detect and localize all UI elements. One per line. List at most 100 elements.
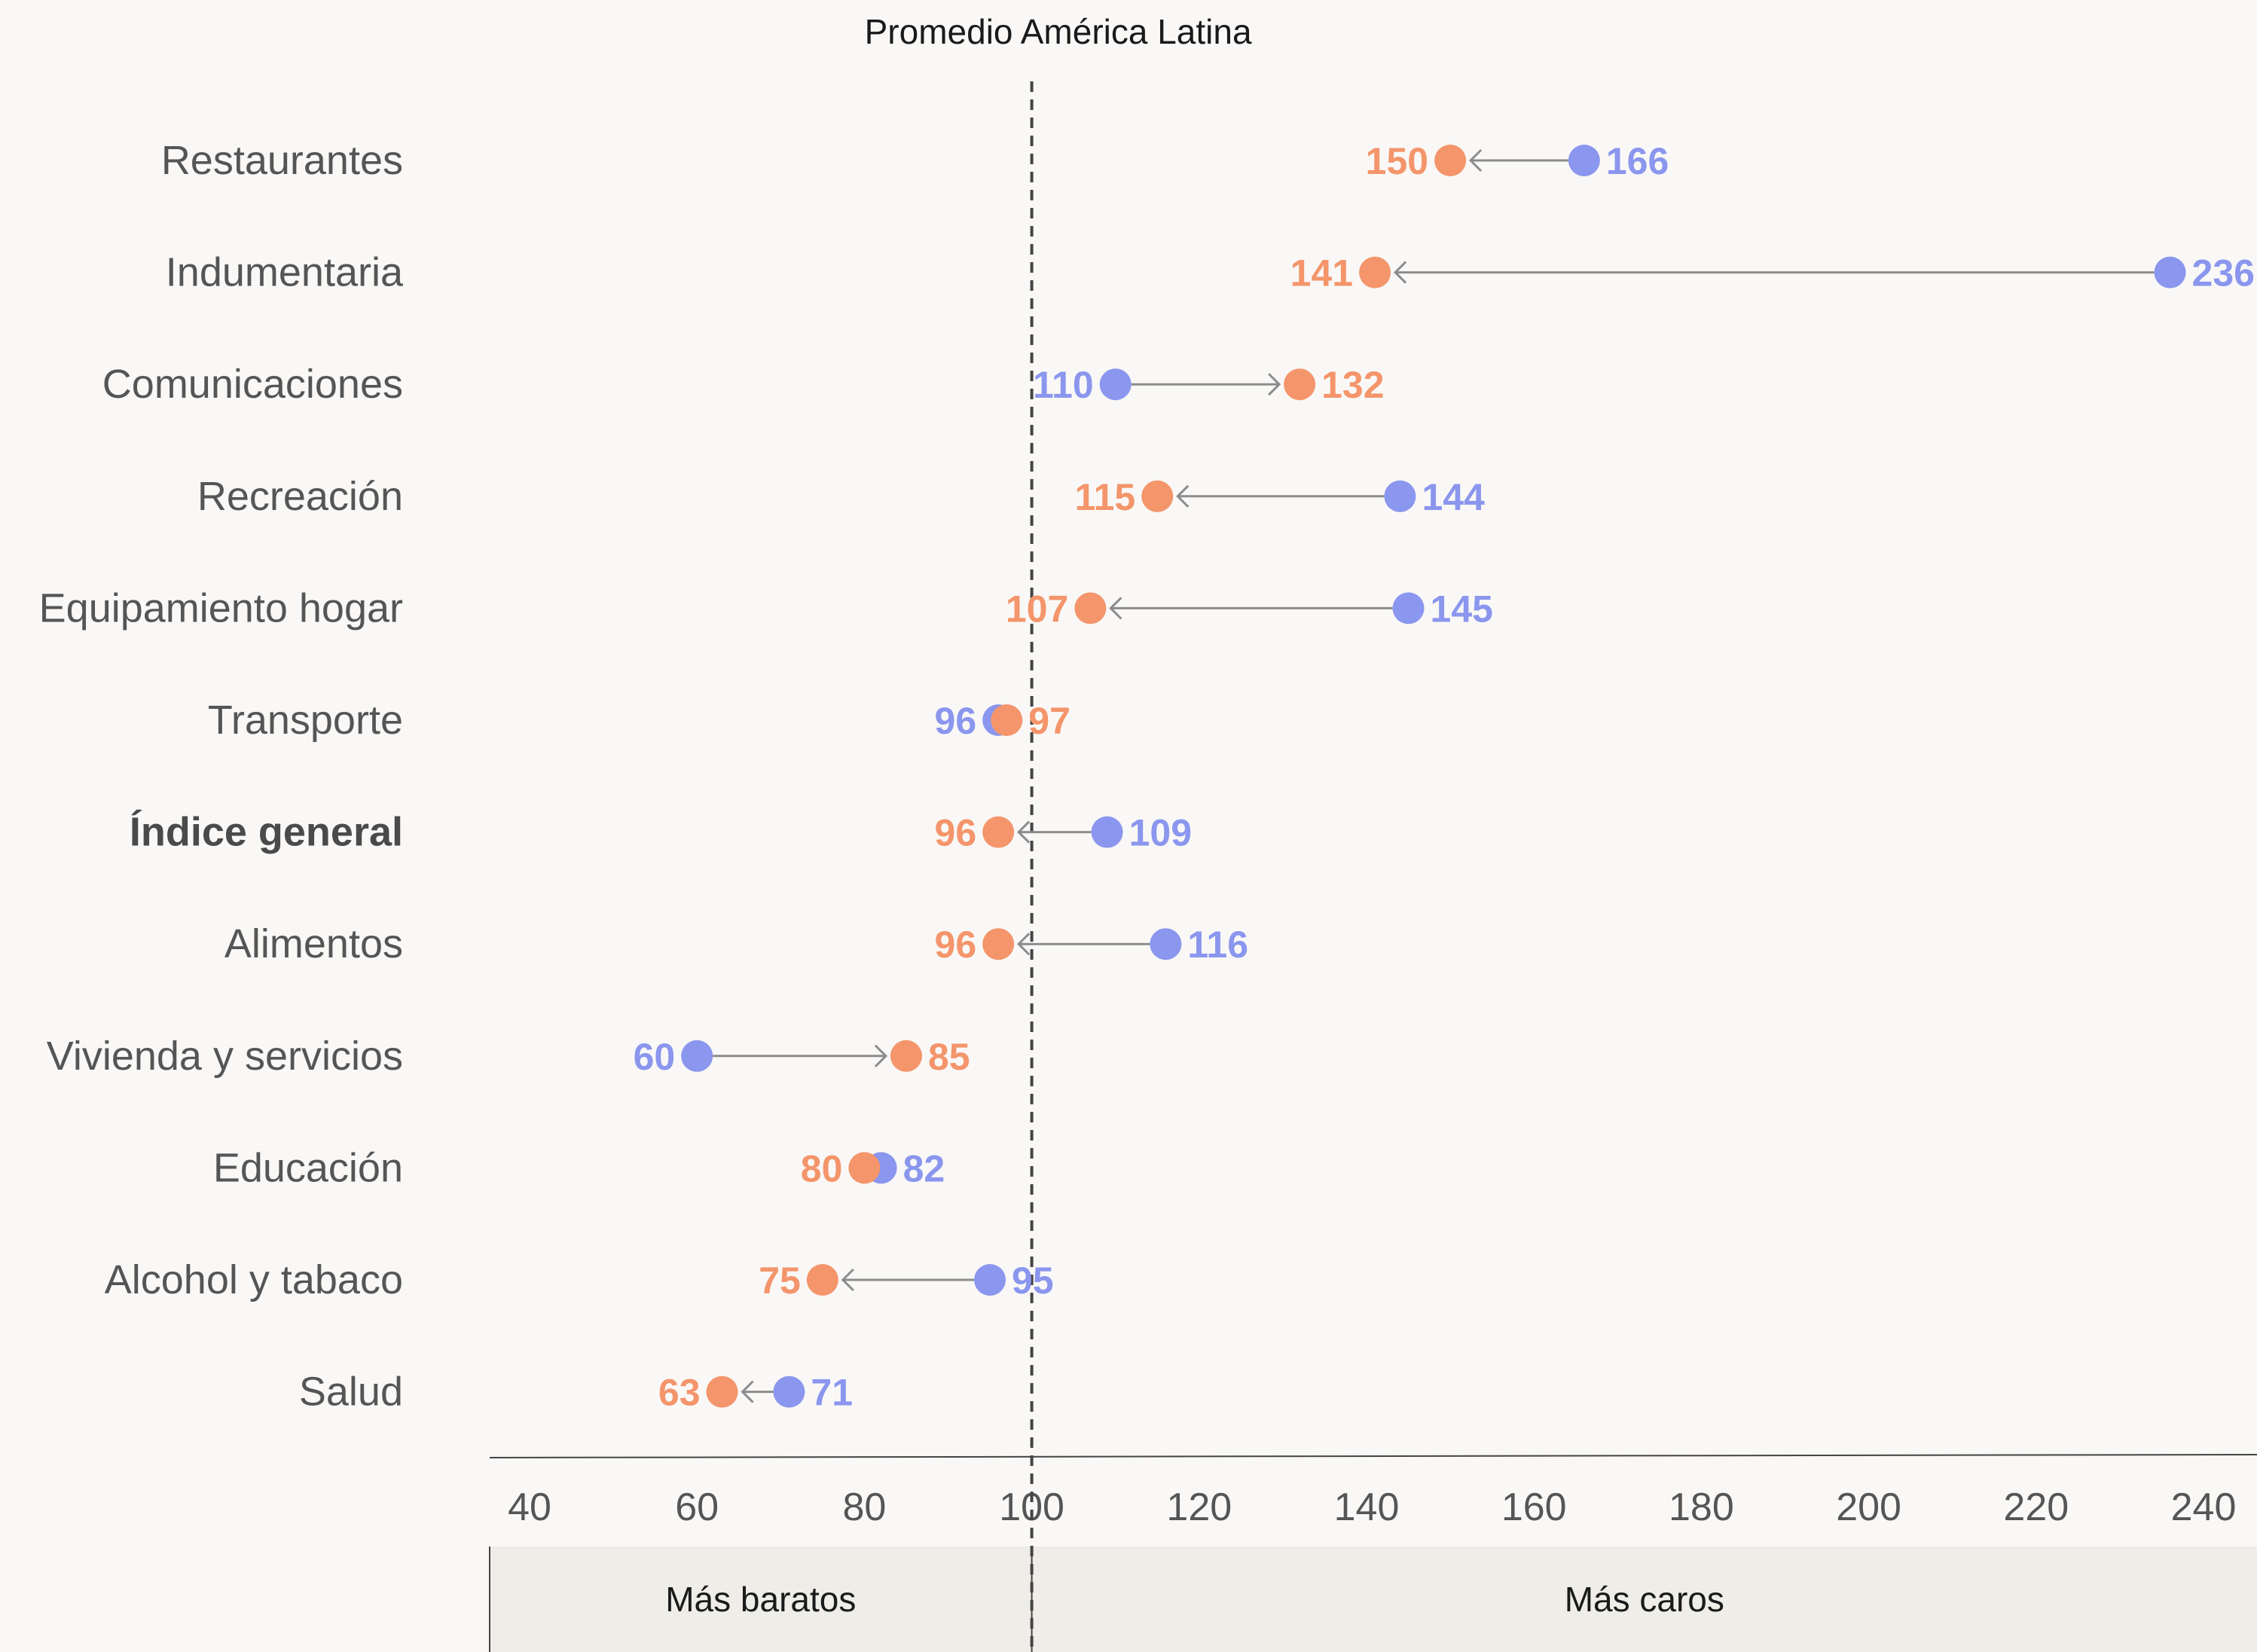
start-dot <box>681 1040 713 1072</box>
category-label: Restaurantes <box>161 138 403 183</box>
end-value-label: 96 <box>935 812 977 854</box>
arrow-head <box>841 1268 854 1292</box>
arrow-head <box>1393 261 1407 284</box>
x-tick-label: 120 <box>1166 1486 1232 1529</box>
end-dot <box>991 704 1023 736</box>
end-dot <box>1284 368 1316 401</box>
end-dot <box>982 816 1015 848</box>
arrow-head <box>741 1380 754 1403</box>
end-dot <box>890 1040 922 1072</box>
row-alcohol-y-tabaco: Alcohol y tabaco 95 75 <box>105 1257 1054 1302</box>
end-dot <box>1359 256 1391 289</box>
end-dot <box>1074 592 1107 624</box>
start-dot <box>1099 368 1132 401</box>
end-value-label: 63 <box>658 1372 701 1414</box>
start-dot <box>1568 145 1600 176</box>
category-label: Indumentaria <box>166 250 404 295</box>
end-dot <box>1141 480 1174 512</box>
arrow-head <box>1017 820 1031 844</box>
rows-layer: Restaurantes 166 150 Indumentaria 236 141 Comu… <box>39 138 2255 1415</box>
start-value-label: 95 <box>1012 1260 1054 1302</box>
row-comunicaciones: Comunicaciones 110 132 <box>102 362 1385 407</box>
start-value-label: 109 <box>1129 812 1192 854</box>
category-label: Equipamiento hogar <box>39 585 403 631</box>
x-tick-label: 40 <box>508 1486 551 1529</box>
category-label: Transporte <box>208 698 403 743</box>
x-tick-label: 80 <box>842 1486 886 1529</box>
end-value-label: 150 <box>1366 140 1428 182</box>
start-dot <box>1392 592 1425 624</box>
end-value-label: 97 <box>1028 700 1070 742</box>
row-vivienda-y-servicios: Vivienda y servicios 60 85 <box>47 1034 970 1079</box>
x-tick-label: 160 <box>1501 1486 1567 1529</box>
end-dot <box>1434 145 1467 176</box>
end-value-label: 115 <box>1075 476 1136 518</box>
start-dot <box>974 1264 1006 1296</box>
end-value-label: 141 <box>1290 252 1353 295</box>
category-label: Alcohol y tabaco <box>105 1257 403 1302</box>
start-value-label: 144 <box>1422 476 1485 518</box>
end-dot <box>706 1376 738 1408</box>
row-transporte: Transporte 96 97 <box>208 698 1070 743</box>
start-value-label: 82 <box>903 1147 945 1189</box>
category-label: Vivienda y servicios <box>47 1034 403 1079</box>
row-indumentaria: Indumentaria 236 141 <box>166 250 2255 295</box>
reference-layer: Promedio América Latina <box>865 12 1252 1652</box>
row-recreación: Recreación 144 115 <box>197 474 1485 519</box>
end-value-label: 132 <box>1321 364 1384 406</box>
end-dot <box>982 928 1015 960</box>
band-label-0: Más baratos <box>665 1580 856 1619</box>
start-dot <box>1384 480 1416 512</box>
category-label: Salud <box>299 1370 403 1415</box>
start-dot <box>1091 816 1123 848</box>
category-label: Educación <box>213 1145 403 1190</box>
start-value-label: 96 <box>935 700 977 742</box>
start-dot <box>773 1376 805 1408</box>
category-label: Recreación <box>197 474 403 519</box>
x-axis: 40 60 80 100 120 140 160 180 200 220 240 <box>489 1454 2257 1529</box>
start-value-label: 110 <box>1033 364 1094 406</box>
start-value-label: 71 <box>811 1372 853 1414</box>
band-0 <box>490 1547 1032 1652</box>
start-value-label: 166 <box>1606 140 1669 182</box>
arrow-head <box>1268 373 1281 396</box>
arrow-head <box>874 1044 888 1067</box>
start-dot <box>1150 928 1182 960</box>
row-educación: Educación 82 80 <box>213 1145 945 1190</box>
end-value-label: 75 <box>759 1260 801 1302</box>
end-dot <box>806 1264 838 1296</box>
end-value-label: 85 <box>928 1036 970 1078</box>
bands-layer: Más baratos Más caros <box>489 1547 2257 1652</box>
reference-label: Promedio América Latina <box>865 12 1252 51</box>
x-tick-label: 60 <box>675 1486 719 1529</box>
category-label: Alimentos <box>224 921 403 966</box>
x-tick-label: 220 <box>2003 1486 2069 1529</box>
x-tick-label: 140 <box>1334 1486 1400 1529</box>
end-value-label: 107 <box>1006 588 1068 630</box>
arrow-head <box>1176 484 1190 508</box>
x-tick-label: 200 <box>1836 1486 1901 1529</box>
band-1 <box>1031 1547 2257 1652</box>
category-label: Comunicaciones <box>102 362 403 407</box>
row-índice-general: Índice general 109 96 <box>130 810 1192 855</box>
category-label: Índice general <box>130 810 403 855</box>
start-value-label: 145 <box>1431 588 1493 630</box>
start-value-label: 236 <box>2192 252 2255 295</box>
start-dot <box>2154 256 2186 289</box>
row-equipamiento-hogar: Equipamiento hogar 145 107 <box>39 585 1493 631</box>
end-dot <box>848 1152 881 1184</box>
end-value-label: 96 <box>935 924 977 966</box>
row-restaurantes: Restaurantes 166 150 <box>161 138 1669 183</box>
arrow-head <box>1109 597 1122 620</box>
band-label-1: Más caros <box>1565 1580 1724 1619</box>
arrow-head <box>1468 148 1483 173</box>
arrow-head <box>1017 933 1031 956</box>
x-axis-line <box>489 1454 2257 1458</box>
x-tick-label: 180 <box>1669 1486 1734 1529</box>
x-tick-label: 240 <box>2171 1486 2237 1529</box>
start-value-label: 60 <box>634 1036 676 1078</box>
start-value-label: 116 <box>1187 924 1248 966</box>
row-alimentos: Alimentos 116 96 <box>224 921 1248 966</box>
row-salud: Salud 71 63 <box>299 1370 853 1415</box>
